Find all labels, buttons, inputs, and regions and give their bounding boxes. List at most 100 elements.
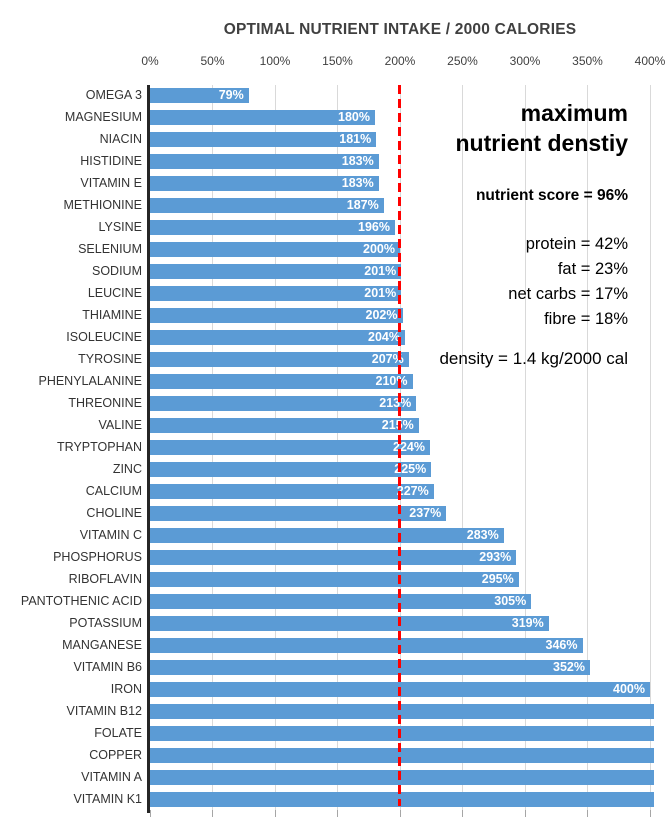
gridline	[649, 85, 651, 810]
bar-value-label: 183%	[341, 176, 374, 190]
bar-value-label: 187%	[346, 198, 379, 212]
bar: 213%	[150, 396, 417, 411]
bar-value-label: 227%	[396, 484, 429, 498]
bar: 183%	[150, 154, 379, 169]
bar-value-label: 225%	[394, 462, 427, 476]
bar: 319%	[150, 616, 549, 631]
x-axis-tick-mark	[462, 810, 463, 817]
category-label: OMEGA 3	[85, 88, 142, 102]
bar-value-label: 400%	[613, 682, 645, 696]
bar: 283%	[150, 528, 504, 543]
bar: 227%	[150, 484, 434, 499]
category-label: VITAMIN K1	[73, 792, 142, 806]
category-label: LEUCINE	[87, 286, 142, 300]
x-axis-tick-mark	[524, 810, 526, 817]
x-axis-tick-label: 250%	[447, 54, 478, 68]
category-label: PANTOTHENIC ACID	[20, 594, 142, 608]
bar: 204%	[150, 330, 405, 345]
bar: 210%	[150, 374, 413, 389]
bar: 295%	[150, 572, 519, 587]
bar: 187%	[150, 198, 384, 213]
bar-value-label: 200%	[363, 242, 395, 256]
category-label: CALCIUM	[85, 484, 142, 498]
bar-value-label: 196%	[358, 220, 390, 234]
bar	[150, 792, 654, 807]
annotation-heading: maximum nutrient denstiy	[455, 98, 628, 158]
bar	[150, 726, 654, 741]
annotation-nutrient-score: nutrient score = 96%	[475, 187, 628, 204]
bar: 215%	[150, 418, 419, 433]
bar-value-label: 181%	[339, 132, 372, 146]
reference-line-200-percent	[398, 85, 401, 806]
bar: 352%	[150, 660, 590, 675]
category-label: RIBOFLAVIN	[68, 572, 142, 586]
bar: 207%	[150, 352, 409, 367]
annotation-fat: fat = 23%	[557, 260, 628, 278]
bar-value-label: 180%	[338, 110, 370, 124]
bar: 202%	[150, 308, 403, 323]
annotation-net-carbs: net carbs = 17%	[508, 285, 628, 303]
category-label: VITAMIN B12	[66, 704, 142, 718]
category-label: LYSINE	[98, 220, 142, 234]
gridline	[524, 85, 526, 810]
bar	[150, 770, 654, 785]
bar: 183%	[150, 176, 379, 191]
bar-value-label: 295%	[481, 572, 514, 586]
bar-value-label: 183%	[341, 154, 374, 168]
category-label: POTASSIUM	[69, 616, 142, 630]
category-label: VALINE	[98, 418, 142, 432]
annotation-heading-line1: maximum	[520, 100, 628, 126]
bar-value-label: 352%	[553, 660, 585, 674]
gridline	[462, 85, 463, 810]
annotation-protein: protein = 42%	[525, 235, 628, 253]
bar-value-label: 237%	[409, 506, 442, 520]
category-label: PHENYLALANINE	[38, 374, 142, 388]
annotation-heading-line2: nutrient denstiy	[455, 130, 628, 156]
category-label: PHOSPHORUS	[53, 550, 142, 564]
bar: 181%	[150, 132, 377, 147]
bar: 346%	[150, 638, 583, 653]
category-label: MANGANESE	[62, 638, 142, 652]
category-label: VITAMIN B6	[73, 660, 142, 674]
x-axis-tick-label: 100%	[259, 54, 291, 68]
bar-value-label: 201%	[364, 264, 397, 278]
category-label: THREONINE	[68, 396, 142, 410]
x-axis-tick-mark	[337, 810, 338, 817]
x-axis-tick-mark	[149, 810, 151, 817]
category-label: CHOLINE	[86, 506, 142, 520]
bar	[150, 704, 654, 719]
category-label: THIAMINE	[82, 308, 142, 322]
category-label: SELENIUM	[78, 242, 142, 256]
x-axis-tick-mark	[212, 810, 213, 817]
x-axis-tick-label: 400%	[634, 54, 666, 68]
category-label: VITAMIN A	[81, 770, 142, 784]
category-label: FOLATE	[94, 726, 142, 740]
bar-value-label: 202%	[365, 308, 398, 322]
x-axis-tick-mark	[399, 810, 401, 817]
category-label: NIACIN	[99, 132, 142, 146]
bar-value-label: 207%	[371, 352, 404, 366]
x-axis-tick-label: 200%	[384, 54, 416, 68]
category-label: COPPER	[89, 748, 142, 762]
bar: 196%	[150, 220, 395, 235]
y-axis-line	[147, 85, 150, 813]
category-label: SODIUM	[92, 264, 142, 278]
annotation-macros: protein = 42% fat = 23% net carbs = 17% …	[508, 232, 628, 332]
category-label: TRYPTOPHAN	[57, 440, 142, 454]
x-axis-tick-label: 350%	[572, 54, 603, 68]
bar-value-label: 215%	[382, 418, 414, 433]
annotation-density: density = 1.4 kg/2000 cal	[439, 349, 628, 368]
bar: 180%	[150, 110, 375, 125]
bar: 224%	[150, 440, 430, 455]
bar: 200%	[150, 242, 400, 257]
category-label: IRON	[110, 682, 142, 696]
bar-value-label: 79%	[218, 88, 244, 102]
bar-value-label: 213%	[379, 396, 412, 410]
x-axis-tick-label: 50%	[200, 54, 225, 68]
bar-value-label: 201%	[364, 286, 397, 300]
bar: 293%	[150, 550, 517, 565]
category-label: VITAMIN C	[79, 528, 142, 542]
category-label: VITAMIN E	[80, 176, 142, 190]
bar: 79%	[150, 88, 249, 103]
bar-value-label: 305%	[494, 594, 527, 608]
